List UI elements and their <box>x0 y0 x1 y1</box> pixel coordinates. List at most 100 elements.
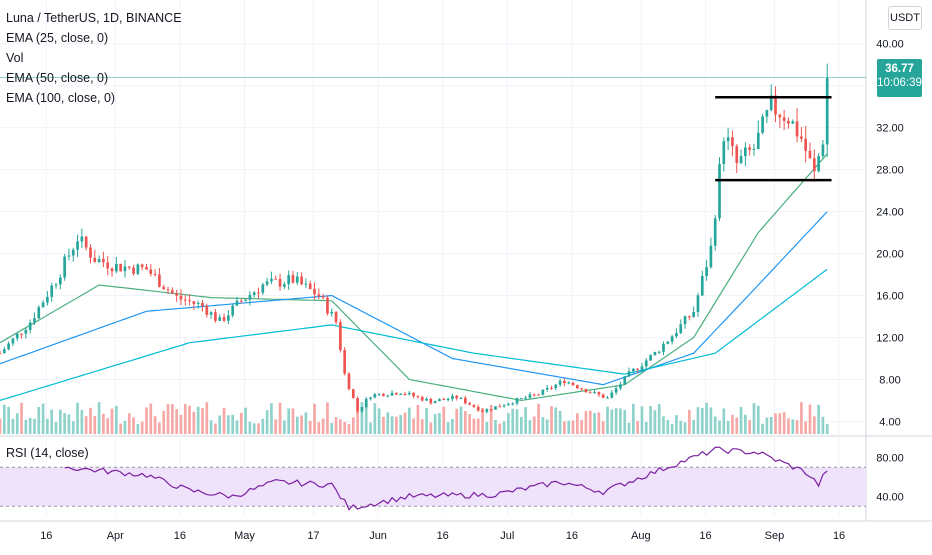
volume-bar <box>705 402 708 434</box>
candle-body <box>192 301 196 304</box>
rsi-legend[interactable]: RSI (14, close) <box>6 446 89 460</box>
volume-bar <box>610 409 614 434</box>
candle-body <box>532 394 536 396</box>
candle-body <box>373 394 377 398</box>
volume-bar <box>722 408 726 434</box>
candle-body <box>459 397 463 399</box>
candle-body <box>395 392 398 395</box>
ema100-line <box>0 268 828 401</box>
symbol-title[interactable]: Luna / TetherUS, 1D, BINANCE <box>6 11 182 25</box>
candle-body <box>632 368 635 372</box>
volume-bar <box>563 421 566 434</box>
volume-bar <box>67 414 71 434</box>
volume-bar <box>153 416 157 434</box>
candle-body <box>653 351 657 355</box>
candle-body <box>481 410 484 412</box>
candle-body <box>644 360 648 367</box>
volume-bar <box>459 406 463 434</box>
candle-body <box>463 397 467 404</box>
volume-bar <box>808 404 812 434</box>
candle-body <box>769 95 773 111</box>
volume-bar <box>502 421 506 434</box>
volume-bar <box>179 414 183 434</box>
volume-bar <box>709 407 713 434</box>
ema25-legend[interactable]: EMA (25, close, 0) <box>6 31 109 45</box>
volume-bar <box>825 423 829 434</box>
candle-body <box>326 297 329 314</box>
volume-bar <box>519 416 523 434</box>
candle-body <box>50 285 54 297</box>
rsi-band <box>0 466 866 507</box>
volume-bar <box>817 404 820 434</box>
volume-bar <box>252 423 256 434</box>
volume-legend[interactable]: Vol <box>6 51 24 65</box>
candle-body <box>812 158 816 172</box>
candle-body <box>97 259 101 263</box>
volume-bar <box>110 408 114 434</box>
volume-bar <box>209 420 213 434</box>
volume-bar <box>399 414 403 434</box>
candle-body <box>37 307 41 319</box>
volume-bar <box>214 423 217 434</box>
candle-body <box>507 403 510 406</box>
volume-bar <box>744 414 747 434</box>
volume-bar <box>700 407 704 434</box>
price-tick-label: 12.00 <box>876 332 904 344</box>
ema100-legend[interactable]: EMA (100, close, 0) <box>6 91 116 105</box>
ema50-legend[interactable]: EMA (50, close, 0) <box>6 71 109 85</box>
time-tick-label: 16 <box>566 530 578 542</box>
candle-body <box>175 293 178 296</box>
candle-body <box>183 299 187 301</box>
candle-body <box>313 288 316 295</box>
currency-button[interactable]: USDT <box>888 6 922 30</box>
volume-bar <box>162 410 166 434</box>
candle-body <box>606 397 609 399</box>
candle-body <box>127 266 131 268</box>
ema-lines <box>0 153 828 402</box>
candle-body <box>627 371 631 377</box>
candle-body <box>54 284 58 286</box>
candle-body <box>339 322 342 351</box>
candle-body <box>304 283 308 285</box>
time-tick-label: 16 <box>833 530 845 542</box>
candle-body <box>420 396 424 401</box>
volume-bar <box>688 409 691 434</box>
volume-bar <box>550 406 553 434</box>
candle-body <box>283 284 286 287</box>
volume-bar <box>106 418 110 434</box>
candle-body <box>244 299 247 301</box>
volume-bar <box>351 417 355 434</box>
volume-bar <box>360 402 364 434</box>
candle-body <box>20 333 23 335</box>
volume-bar <box>787 418 790 434</box>
candle-body <box>817 156 820 172</box>
candle-body <box>472 404 476 407</box>
candle-body <box>28 322 32 330</box>
time-tick-label: 16 <box>437 530 449 542</box>
time-tick-label: 16 <box>174 530 186 542</box>
candle-body <box>214 312 217 321</box>
volume-bar <box>623 409 627 434</box>
candle-body <box>700 275 704 296</box>
candle-body <box>2 349 6 354</box>
volume-bar <box>317 422 321 434</box>
candle-body <box>89 247 92 258</box>
price-tick-label: 20.00 <box>876 249 904 261</box>
volume-bar <box>575 413 579 434</box>
time-tick-label: Aug <box>631 530 651 542</box>
volume-bar <box>593 412 596 434</box>
candle-body <box>554 384 558 389</box>
candle-body <box>317 294 321 297</box>
candle-body <box>705 267 708 276</box>
volume-bar <box>507 413 510 434</box>
volume-bar <box>63 413 66 434</box>
volume-bar <box>171 404 174 434</box>
candle-body <box>494 406 497 410</box>
volume-bar <box>248 421 252 434</box>
candle-body <box>675 333 678 337</box>
volume-bar <box>696 407 700 434</box>
level-lines <box>0 77 866 182</box>
volume-bar <box>76 402 79 434</box>
